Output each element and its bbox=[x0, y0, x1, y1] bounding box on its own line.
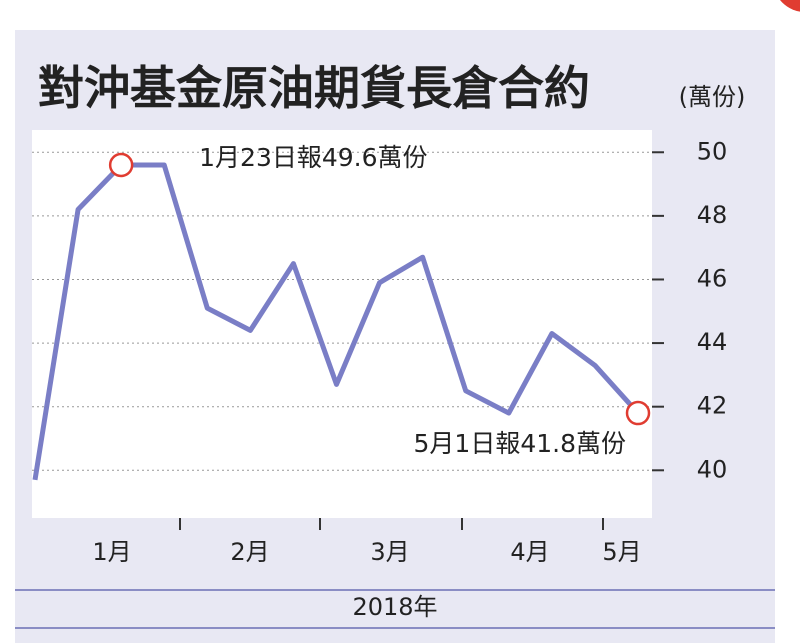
month-separators bbox=[179, 518, 604, 530]
annotation: 1月23日報49.6萬份 bbox=[199, 143, 427, 172]
highlight-marker bbox=[108, 152, 134, 178]
month-label: 1月 bbox=[92, 538, 131, 566]
unit-label: (萬份) bbox=[679, 83, 746, 111]
corner-decoration bbox=[780, 0, 800, 12]
y-tick-label: 44 bbox=[697, 328, 728, 356]
month-label: 4月 bbox=[510, 538, 549, 566]
highlight-marker bbox=[625, 400, 651, 426]
annotation: 5月1日報41.8萬份 bbox=[414, 429, 626, 458]
y-tick-label: 40 bbox=[697, 455, 728, 483]
month-label: 3月 bbox=[370, 538, 409, 566]
x-axis-label: 2018年 bbox=[352, 593, 437, 621]
plot-area bbox=[32, 130, 652, 518]
month-label: 5月 bbox=[602, 538, 641, 566]
y-tick-label: 48 bbox=[697, 201, 728, 229]
y-tick-label: 46 bbox=[697, 264, 728, 292]
y-tick-label: 50 bbox=[697, 137, 728, 165]
chart-title: 對沖基金原油期貨長倉合約 bbox=[38, 61, 590, 115]
line-series bbox=[32, 162, 640, 481]
month-label: 2月 bbox=[230, 538, 269, 566]
y-tick-label: 42 bbox=[697, 392, 728, 420]
